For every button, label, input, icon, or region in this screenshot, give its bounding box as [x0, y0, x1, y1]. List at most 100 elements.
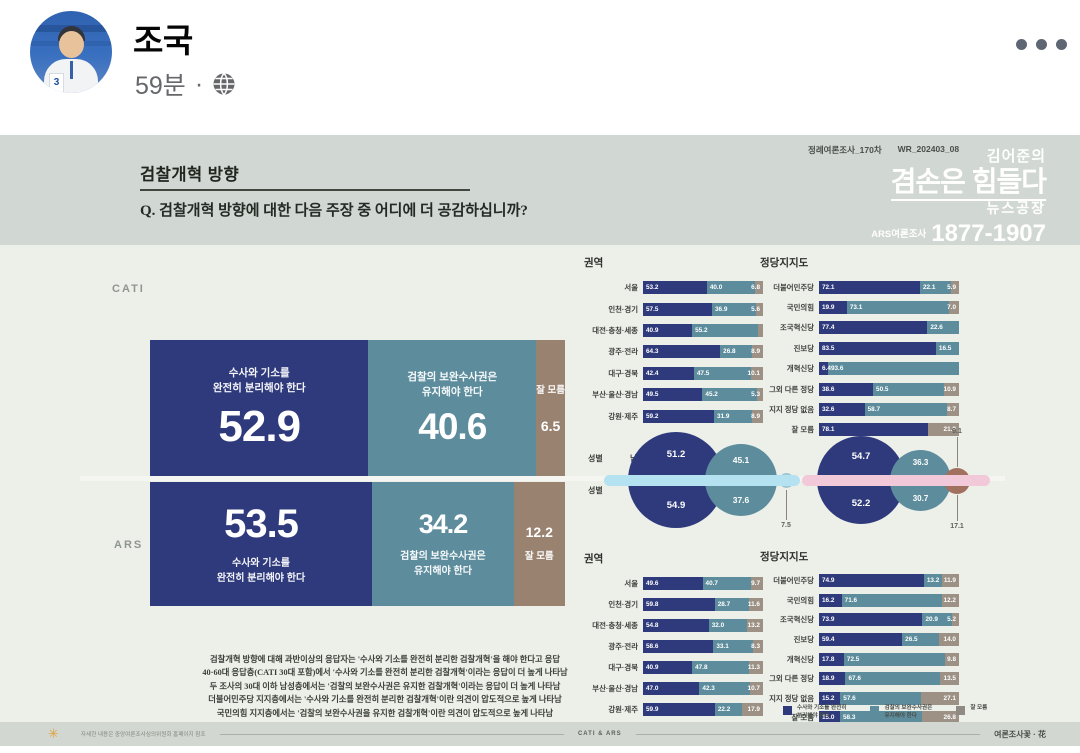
- bar-value: 49.6: [646, 580, 659, 587]
- bar-value: 26.8: [943, 714, 956, 722]
- stacked-bar: 54.8 32.0 13.2: [643, 619, 763, 632]
- avatar[interactable]: 3: [30, 11, 112, 93]
- bar-value: 78.1: [822, 426, 835, 434]
- bar-value: 40.0: [709, 284, 723, 292]
- bar-row: 인천·경기 59.8 28.7 11.6: [584, 594, 763, 615]
- bar-row-label: 대구·경북: [608, 663, 638, 672]
- stacked-bar: 72.1 22.1 5.9: [819, 280, 959, 294]
- bar-value: 12.2: [943, 596, 956, 604]
- segment-answer-text: 검찰의 보완수사권은 유지해야 한다: [407, 370, 498, 398]
- segment-value: 52.9: [218, 402, 301, 452]
- bar-value: 18.9: [822, 675, 835, 683]
- callout-line: [786, 490, 787, 520]
- bar-row-label: 국민의힘: [786, 303, 814, 313]
- bar-value: 15.0: [822, 714, 835, 722]
- bar-row: 대구·경북 40.9 47.8 11.3: [584, 657, 763, 678]
- bar-value: 58.3: [843, 714, 856, 722]
- bar-value: 73.1: [849, 304, 863, 312]
- summary-line: 검찰개혁 방향에 대해 과반이상의 응답자는 '수사와 기소를 완전히 분리한 …: [209, 655, 561, 664]
- bar-value: 57.5: [646, 305, 659, 313]
- bar-row-label: 지지 정당 없음: [769, 693, 814, 703]
- bar-value: 10.7: [747, 685, 760, 692]
- post-time[interactable]: 59분: [135, 72, 186, 100]
- sun-icon: ✳: [48, 726, 59, 741]
- post-menu-button[interactable]: [1010, 33, 1073, 56]
- author-name[interactable]: 조국: [133, 22, 193, 59]
- stacked-bar: 47.0 42.3 10.7: [643, 682, 763, 695]
- stacked-bar: 38.6 50.5 10.9: [819, 382, 959, 396]
- region-chart-cati: 권역 서울 53.2 40.0 6.8 인천·경기 57.5 36.9 5.6 대전·충청·세종 4…: [584, 255, 763, 427]
- bar-value: 58.7: [867, 406, 881, 414]
- stacked-bar: 58.6 33.1 8.3: [643, 640, 763, 653]
- bar-value: 72.5: [846, 655, 860, 663]
- bar-row: 부산·울산·경남 47.0 42.3 10.7: [584, 678, 763, 699]
- bar-value: 5.2: [947, 616, 956, 624]
- bar-row: 진보당 59.4 26.5 14.0: [760, 630, 959, 650]
- segment-value: 40.6: [418, 406, 487, 448]
- bar-value: 47.8: [695, 664, 708, 671]
- stacked-bar: 42.4 47.5 10.1: [643, 366, 763, 380]
- post-image-infographic[interactable]: 검찰개혁 방향 Q. 검찰개혁 방향에 대한 다음 주장 중 어디에 더 공감하…: [0, 135, 1080, 746]
- bar-value: 11.6: [747, 601, 760, 608]
- overall-bar-cati: 수사와 기소를 완전히 분리해야 한다 52.9 검찰의 보완수사권은 유지해야 한다 4…: [150, 340, 565, 478]
- bar-value: 9.7: [751, 580, 760, 587]
- bar-value: 27.1: [943, 694, 956, 702]
- stacked-bar: 64.3 26.8 8.9: [643, 345, 763, 359]
- bar-value: 15.2: [822, 694, 835, 702]
- bar-row-label: 부산·울산·경남: [592, 390, 638, 400]
- gender-section-label: 성별: [588, 454, 603, 463]
- bar-value: 77.4: [822, 324, 835, 332]
- bar-row-label: 그외 다른 정당: [769, 384, 814, 394]
- bar-row-label: 부산·울산·경남: [592, 684, 638, 693]
- bar-row: 개혁신당 17.8 72.5 9.8: [760, 649, 959, 669]
- bar-value: 47.0: [646, 685, 659, 692]
- ellipsis-icon: [1016, 39, 1027, 50]
- party-chart-cati: 정당지지도 더불어민주당 72.1 22.1 5.9 국민의힘 19.9 73.1 7.0 조국혁…: [760, 255, 959, 440]
- survey-code: WR_202403_08: [897, 144, 960, 154]
- divider-line: [80, 476, 1005, 481]
- bar-row: 지지 정당 없음 15.2 57.6 27.1: [760, 689, 959, 709]
- bar-value: 10.1: [747, 369, 760, 377]
- stacked-bar: 40.9 55.2: [643, 323, 763, 337]
- bar-value: 10.9: [943, 385, 956, 393]
- stacked-bar: 59.4 26.5 14.0: [819, 633, 959, 647]
- bar-value: 8.9: [751, 348, 760, 356]
- bar-value: 22.6: [930, 324, 943, 332]
- bar-row-label: 광주·전라: [608, 642, 638, 651]
- bar-value: 55.2: [695, 326, 708, 334]
- legend-label: 잘 모름: [970, 705, 988, 711]
- stacked-bar: 59.2 31.9 8.9: [643, 409, 763, 423]
- footer-band: ✳ 자세한 내용은 중앙여론조사심의위원회 홈페이지 참조 CATI & ARS…: [0, 722, 1080, 746]
- bar-row: 광주·전라 58.6 33.1 8.3: [584, 636, 763, 657]
- stacked-bar: 15.2 57.6 27.1: [819, 691, 959, 705]
- callout-value: 17.1: [950, 523, 964, 530]
- survey-series: 정례여론조사_170차: [808, 145, 882, 155]
- stacked-bar: 83.5 16.5: [819, 341, 959, 355]
- bar-value: 32.0: [711, 622, 725, 629]
- stacked-bar: 59.9 22.2 17.9: [643, 703, 763, 716]
- bar-value: 83.5: [822, 344, 835, 352]
- bar-value: 38.6: [822, 385, 835, 393]
- bar-row: 대전·충청·세종 40.9 55.2: [584, 320, 763, 341]
- overall-bar-segment: 검찰의 보완수사권은 유지해야 한다 34.2: [372, 482, 514, 606]
- bar-value: 47.5: [696, 369, 710, 377]
- segment-answer-text: 잘 모름: [524, 551, 554, 563]
- bar-value: 59.9: [646, 706, 659, 713]
- bar-value: 50.5: [876, 385, 889, 393]
- survey-codes: 정례여론조사_170차 WR_202403_08: [808, 144, 959, 156]
- bar-value: 13.2: [747, 622, 760, 629]
- bar-row-label: 그외 다른 정당: [769, 674, 814, 684]
- bar-row-label: 잘 모름: [791, 425, 814, 435]
- bar-row-label: 서울: [624, 283, 638, 293]
- bar-row: 서울 53.2 40.0 6.8: [584, 277, 763, 298]
- bar-value: 26.8: [723, 348, 736, 356]
- bar-value: 28.7: [717, 601, 731, 608]
- bar-row: 잘 모름 15.0 58.3 26.8: [760, 708, 959, 728]
- bar-row-label: 인천·경기: [608, 304, 638, 314]
- stacked-bar: 53.2 40.0 6.8: [643, 281, 763, 295]
- legend-item: 검찰의 보완수사권은 유지해야 한다: [870, 705, 932, 720]
- bar-row-label: 강원·제주: [608, 705, 638, 714]
- callout-line: [957, 495, 958, 521]
- mode-label-ars: ARS: [114, 539, 144, 551]
- bar-row: 조국혁신당 73.9 20.9 5.2: [760, 610, 959, 630]
